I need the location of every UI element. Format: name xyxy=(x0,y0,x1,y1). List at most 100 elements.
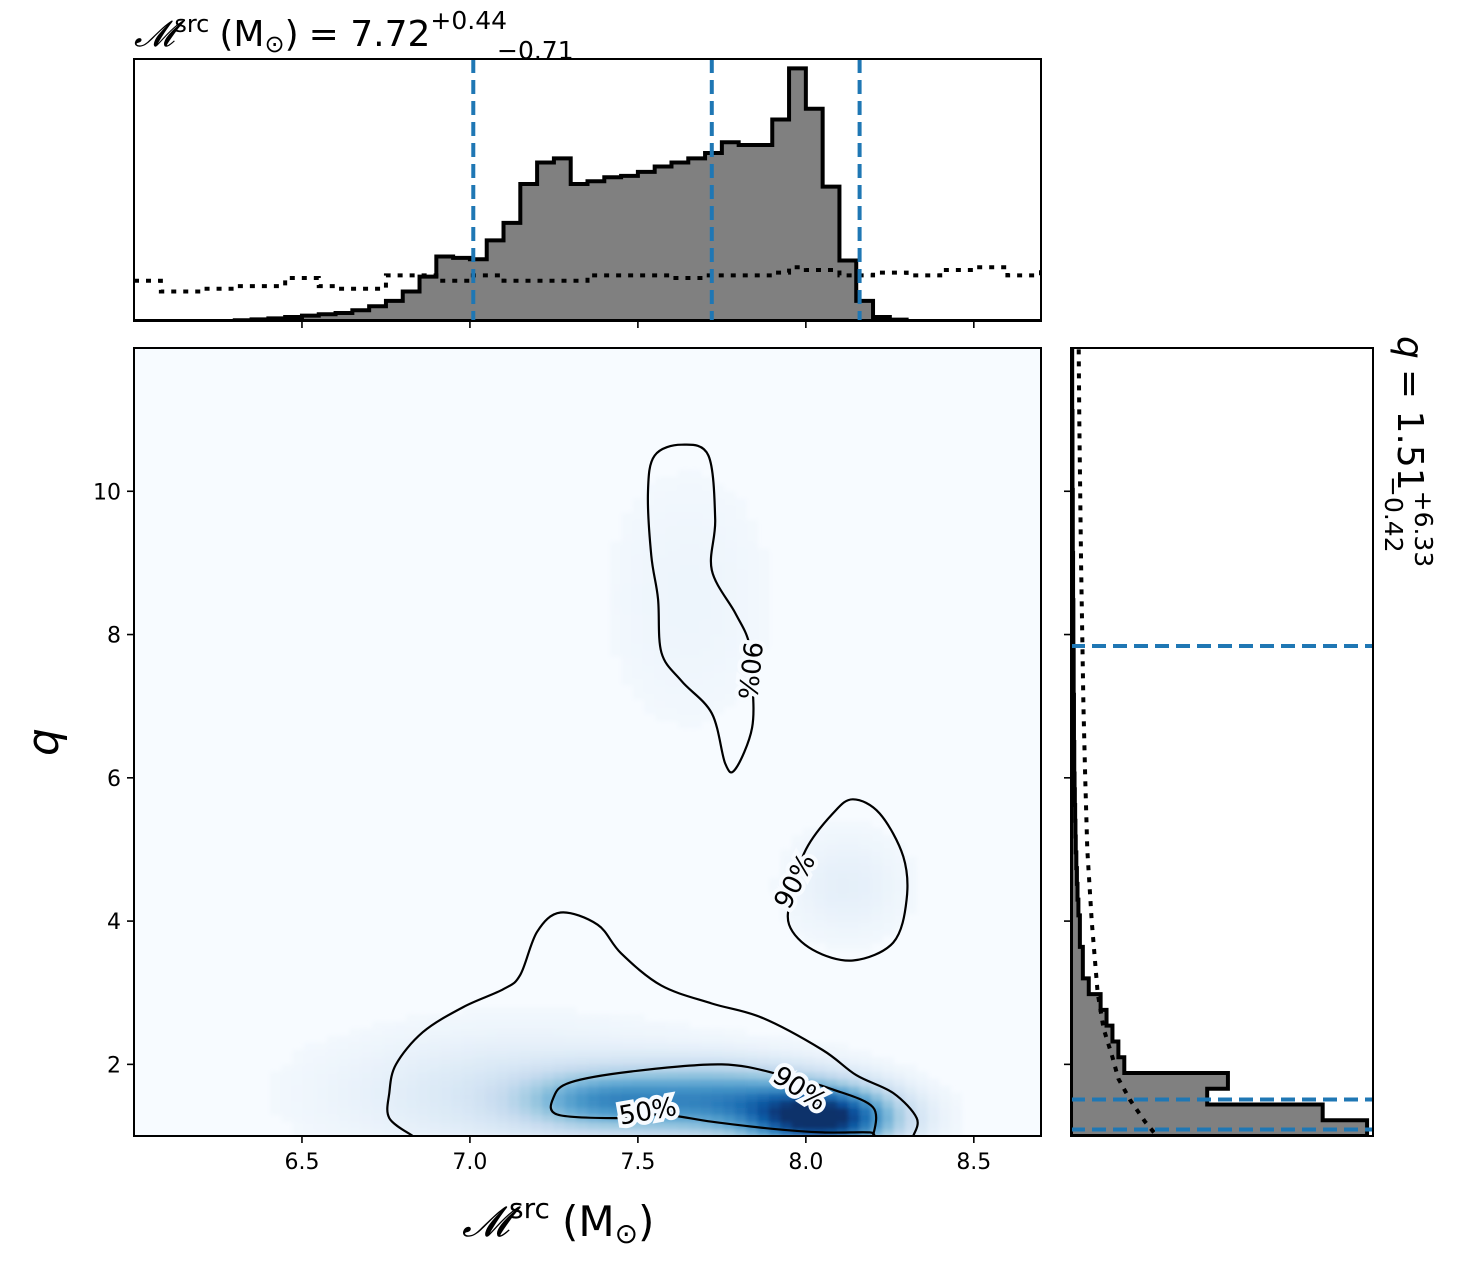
heatmap-cell xyxy=(746,1085,759,1094)
heatmap-cell xyxy=(757,1100,770,1108)
heatmap-cell xyxy=(712,627,725,636)
heatmap-cell xyxy=(644,591,657,600)
heatmap-cell xyxy=(576,1100,589,1108)
heatmap-cell xyxy=(440,1050,453,1058)
heatmap-cell xyxy=(814,1100,827,1108)
heatmap-cell xyxy=(734,656,747,664)
heatmap-cell xyxy=(632,1114,645,1123)
heatmap-cell xyxy=(621,1064,634,1073)
heatmap-cell xyxy=(292,1114,305,1123)
heatmap-cell xyxy=(451,1050,464,1058)
heatmap-cell xyxy=(270,1085,282,1094)
heatmap-cell xyxy=(734,1078,747,1087)
heatmap-cell xyxy=(893,1107,906,1116)
heatmap-cell xyxy=(757,1114,770,1123)
heatmap-cell xyxy=(757,1035,770,1044)
heatmap-cell xyxy=(893,870,906,879)
heatmap-cell xyxy=(349,1050,362,1058)
heatmap-cell xyxy=(904,863,917,872)
heatmap-cell xyxy=(938,1093,951,1101)
heatmap-cell xyxy=(723,648,736,657)
heatmap-cell xyxy=(893,892,906,901)
heatmap-cell xyxy=(587,1093,600,1101)
heatmap-cell xyxy=(700,627,713,636)
heatmap-cell xyxy=(598,1085,611,1094)
top-marginal-panel: 𝓜src (M⊙) = 7.72+0.44 −0.71 xyxy=(133,6,1042,328)
heatmap-cell xyxy=(666,562,679,571)
heatmap-cell xyxy=(723,684,736,693)
heatmap-cell xyxy=(814,1042,827,1051)
heatmap-cell xyxy=(496,1042,509,1051)
heatmap-cell xyxy=(587,1071,600,1080)
heatmap-cell xyxy=(757,584,770,593)
heatmap-cell xyxy=(734,1107,747,1116)
heatmap-cell xyxy=(836,1050,849,1058)
heatmap-cell xyxy=(734,505,747,514)
heatmap-cell xyxy=(519,1100,532,1108)
heatmap-cell xyxy=(564,1014,577,1022)
heatmap-cell xyxy=(598,1014,611,1022)
heatmap-cell xyxy=(440,1128,453,1136)
heatmap-cell xyxy=(859,820,872,829)
heatmap-cell xyxy=(440,1107,453,1116)
heatmap-cell xyxy=(746,1078,759,1087)
heatmap-cell xyxy=(859,899,872,908)
heatmap-cell xyxy=(893,1114,906,1123)
heatmap-cell xyxy=(553,1021,566,1030)
heatmap-cell xyxy=(746,1071,759,1080)
heatmap-cell xyxy=(587,1050,600,1058)
heatmap-cell xyxy=(700,699,713,707)
heatmap-cell xyxy=(893,906,906,915)
heatmap-cell xyxy=(802,1121,815,1130)
heatmap-cell xyxy=(746,1057,759,1065)
heatmap-cell xyxy=(814,892,827,901)
heatmap-cell xyxy=(621,548,634,557)
heatmap-cell xyxy=(621,591,634,600)
heatmap-cell xyxy=(859,863,872,872)
heatmap-cell xyxy=(836,849,849,858)
heatmap-cell xyxy=(859,942,872,951)
heatmap-cell xyxy=(576,1028,589,1037)
heatmap-cell xyxy=(621,670,634,679)
heatmap-cell xyxy=(394,1093,407,1101)
heatmap-cell xyxy=(882,928,895,937)
heatmap-cell xyxy=(394,1121,407,1130)
heatmap-cell xyxy=(530,1028,543,1037)
heatmap-cell xyxy=(836,913,849,922)
heatmap-cell xyxy=(712,656,725,664)
heatmap-cell xyxy=(383,1050,396,1058)
heatmap-cell xyxy=(859,1057,872,1065)
heatmap-cell xyxy=(270,1107,282,1116)
heatmap-cell xyxy=(553,1028,566,1037)
heatmap-cell xyxy=(496,1064,509,1073)
heatmap-cell xyxy=(723,1121,736,1130)
heatmap-cell xyxy=(666,1128,679,1136)
heatmap-cell xyxy=(530,1064,543,1073)
heatmap-cell xyxy=(700,1042,713,1051)
heatmap-cell xyxy=(757,1071,770,1080)
heatmap-cell xyxy=(723,1085,736,1094)
heatmap-cell xyxy=(360,1042,373,1051)
heatmap-cell xyxy=(621,1107,634,1116)
heatmap-cell xyxy=(780,1078,793,1087)
heatmap-cell xyxy=(485,1014,498,1022)
heatmap-cell xyxy=(689,548,702,557)
heatmap-cell xyxy=(530,1035,543,1044)
heatmap-cell xyxy=(462,1028,475,1037)
heatmap-cell xyxy=(462,1078,475,1087)
heatmap-cell xyxy=(530,1021,543,1030)
heatmap-cell xyxy=(508,1128,521,1136)
heatmap-cell xyxy=(870,885,883,894)
heatmap-cell xyxy=(496,1114,509,1123)
heatmap-cell xyxy=(576,1042,589,1051)
heatmap-cell xyxy=(394,1035,407,1044)
heatmap-cell xyxy=(394,1028,407,1037)
heatmap-cell xyxy=(712,555,725,564)
heatmap-cell xyxy=(519,1042,532,1051)
top-title-upper: +0.44 xyxy=(430,6,507,35)
heatmap-cell xyxy=(768,1107,781,1116)
heatmap-cell xyxy=(712,691,725,700)
heatmap-cell xyxy=(825,1093,838,1101)
heatmap-cell xyxy=(757,548,770,557)
heatmap-cell xyxy=(666,1100,679,1108)
